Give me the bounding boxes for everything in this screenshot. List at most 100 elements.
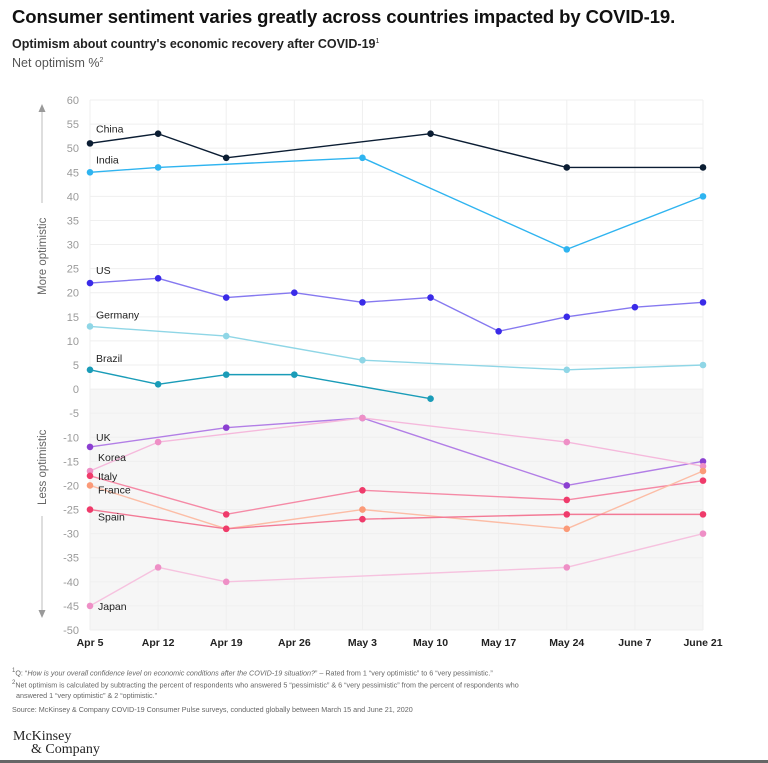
data-point — [154, 274, 162, 282]
series-india — [86, 154, 707, 253]
data-point — [699, 467, 707, 475]
series-line-germany — [89, 325, 704, 371]
data-point — [699, 193, 707, 200]
footnote-1-mark: 1 — [12, 668, 16, 674]
data-point — [699, 361, 707, 369]
data-point — [699, 530, 707, 537]
data-point — [563, 511, 571, 518]
series-spain — [86, 506, 707, 533]
series-line-china — [89, 133, 703, 169]
series-germany — [86, 323, 707, 374]
y-tick-label: -50 — [63, 625, 79, 637]
gridlines — [89, 99, 704, 631]
x-tick-label: May 3 — [348, 637, 377, 649]
series-label-germany: Germany — [96, 309, 140, 321]
chart-subtitle: Optimism about country's economic recove… — [12, 37, 379, 51]
y-tick-label: 30 — [67, 240, 79, 252]
data-point — [699, 299, 707, 306]
data-point — [222, 578, 230, 586]
data-point — [86, 482, 94, 489]
series-label-korea: Korea — [98, 452, 126, 464]
axis-annotations: More optimistic Less optimistic — [37, 104, 49, 618]
data-point — [86, 366, 94, 374]
y-tick-label: 35 — [67, 215, 79, 227]
x-tick-label: Apr 12 — [142, 637, 175, 649]
footnote-2-continued: answered 1 “very optimistic” & 2 “optimi… — [16, 690, 157, 700]
data-point — [222, 525, 230, 533]
line-chart: 605550454035302520151050-5-10-15-20-25-3… — [37, 95, 723, 649]
data-point — [699, 477, 707, 484]
y-tick-label: -35 — [63, 553, 79, 565]
series-us — [86, 274, 707, 335]
y-tick-label: 25 — [67, 264, 79, 276]
data-point — [222, 332, 230, 340]
x-tick-label: May 17 — [481, 637, 516, 649]
data-point — [86, 443, 94, 451]
data-point — [154, 564, 162, 571]
data-point — [222, 154, 230, 162]
footnote-1: 1Q: “How is your overall confidence leve… — [12, 666, 752, 678]
footnotes: 1Q: “How is your overall confidence leve… — [12, 666, 752, 715]
series-label-brazil: Brazil — [96, 353, 122, 365]
y-tick-label: 50 — [67, 143, 79, 155]
data-point — [86, 472, 94, 480]
data-point — [563, 496, 571, 504]
data-point — [222, 294, 230, 301]
x-axis-ticks: Apr 5 Apr 12 Apr 19 Apr 26 May 3 May 10 May 17… — [77, 637, 723, 649]
series-china — [86, 130, 707, 171]
data-point — [359, 154, 366, 162]
y-tick-label: -5 — [69, 408, 79, 420]
series-line-us — [89, 277, 704, 332]
data-point — [563, 246, 571, 253]
data-point — [563, 525, 571, 533]
series-brazil — [86, 366, 434, 403]
series-label-india: India — [96, 154, 119, 166]
y-tick-label: -30 — [63, 529, 79, 541]
data-point — [563, 366, 571, 374]
y-tick-label: 45 — [67, 167, 79, 179]
series-label-spain: Spain — [98, 512, 125, 524]
footnote-2-mark: 2 — [12, 680, 16, 687]
up-arrow-icon — [38, 104, 46, 112]
footnote-2-text: Net optimism is calculated by subtractin… — [15, 680, 519, 690]
y-tick-label: 10 — [67, 336, 79, 348]
series-italy — [86, 472, 707, 518]
data-point — [86, 168, 94, 176]
y-tick-label: -25 — [63, 505, 79, 517]
series-label-china: China — [96, 123, 124, 135]
x-tick-label: June 7 — [618, 637, 651, 649]
chart-title: Consumer sentiment varies greatly across… — [12, 6, 676, 27]
x-tick-label: Apr 26 — [278, 637, 311, 649]
data-point — [154, 380, 162, 388]
y-axis-ticks: 605550454035302520151050-5-10-15-20-25-3… — [63, 95, 79, 637]
down-arrow-icon — [38, 610, 46, 618]
data-point — [427, 294, 434, 301]
y-tick-label: -40 — [63, 577, 79, 589]
data-point — [291, 289, 298, 297]
x-tick-label: May 24 — [549, 637, 584, 649]
data-point — [699, 458, 707, 465]
data-point — [86, 467, 94, 475]
x-tick-label: June 21 — [683, 637, 722, 649]
source-note: Source: McKinsey & Company COVID-19 Cons… — [12, 704, 413, 714]
series-label-italy: Italy — [98, 471, 118, 483]
data-point — [359, 414, 366, 422]
subtitle-text: Optimism about country's economic recove… — [12, 37, 376, 51]
y-tick-label: -15 — [63, 456, 79, 468]
footnote-1-suffix: ” – Rated from 1 “very optimistic” to 6 … — [314, 668, 493, 678]
data-point — [86, 279, 94, 287]
data-point — [222, 511, 230, 518]
x-tick-label: Apr 5 — [77, 637, 104, 649]
series-label-france: France — [98, 484, 131, 496]
y-tick-label: 5 — [73, 360, 79, 372]
data-point — [563, 438, 571, 446]
y-tick-label: 15 — [67, 312, 79, 324]
series-layer — [86, 130, 707, 610]
data-point — [222, 371, 230, 378]
logo-line-1: McKinsey — [13, 729, 72, 744]
mckinsey-logo: McKinsey & Company — [13, 729, 100, 757]
series-korea — [86, 414, 707, 475]
subtitle-footnote-mark: 1 — [375, 37, 380, 45]
data-point — [563, 313, 571, 321]
data-point — [86, 506, 94, 513]
